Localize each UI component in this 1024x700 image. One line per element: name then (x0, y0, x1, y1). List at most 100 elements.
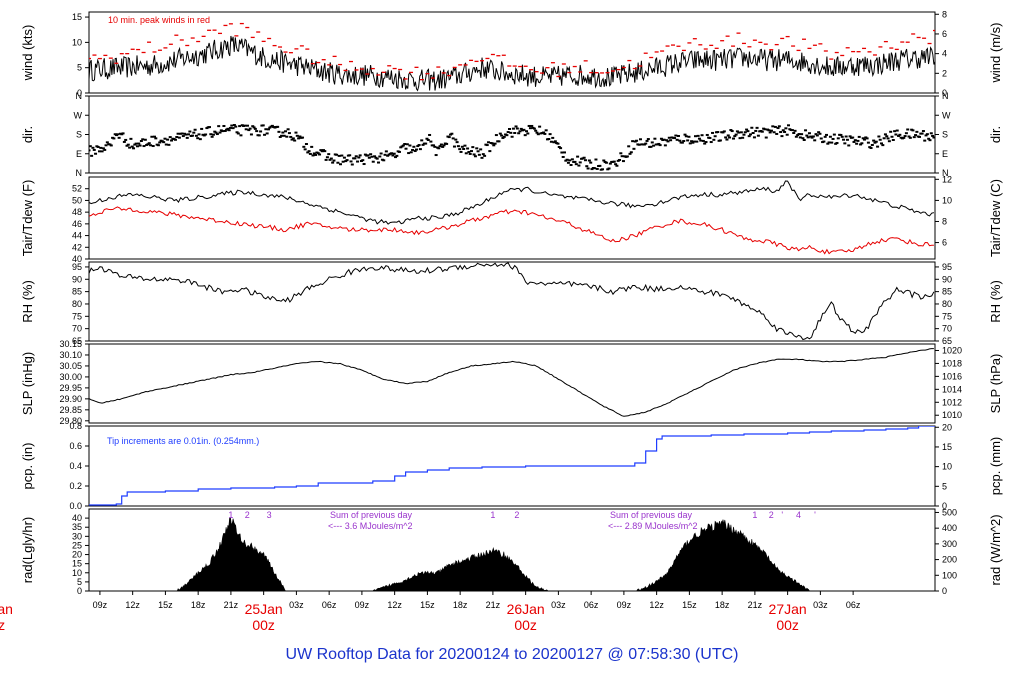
x-tick-label: 21z (224, 600, 239, 610)
slp-line (89, 348, 934, 417)
right-tick-label: 80 (942, 299, 952, 309)
x-tick-label: 03z (289, 600, 304, 610)
x-tick-label: 21z (748, 600, 763, 610)
right-tick-label: 8 (942, 9, 947, 19)
x-tick-label: 03z (551, 600, 566, 610)
right-tick-label: 20 (942, 422, 952, 432)
right-tick-label: 8 (942, 216, 947, 226)
x-tick-label: 12z (649, 600, 664, 610)
right-tick-label: 1016 (942, 371, 962, 381)
left-tick-label: S (76, 130, 82, 140)
x-tick-label: 09z (355, 600, 370, 610)
day-label: Jan (0, 601, 13, 617)
left-axis-label: RH (%) (20, 280, 35, 323)
left-tick-label: 42 (72, 242, 82, 252)
panel-frame (88, 261, 936, 342)
plot-area (89, 426, 935, 506)
right-tick-label: 200 (942, 555, 957, 565)
right-tick-label: 95 (942, 262, 952, 272)
right-tick-label: 1010 (942, 410, 962, 420)
panel-rad: 05101520253035400100200300400500rad(Lgly… (20, 507, 1003, 596)
left-tick-label: 15 (72, 559, 82, 569)
plot-area (89, 262, 935, 341)
left-tick-label: 25 (72, 540, 82, 550)
left-tick-label: 0.4 (69, 461, 82, 471)
day-label: 27Jan (769, 601, 807, 617)
right-tick-label: 75 (942, 311, 952, 321)
left-tick-label: 30.10 (59, 350, 82, 360)
x-tick-label: 18z (715, 600, 730, 610)
rad-sum-label: Sum of previous day (610, 510, 693, 520)
right-tick-label: 6 (942, 29, 947, 39)
left-axis-label: wind (kts) (20, 25, 35, 82)
peak-hour-label: ' (814, 510, 816, 520)
left-tick-label: 30.00 (59, 372, 82, 382)
peak-hour-label: 2 (245, 510, 250, 520)
right-tick-label: 1018 (942, 358, 962, 368)
x-tick-label: 06z (322, 600, 337, 610)
x-axis: 09z 12z 15z 18z 21z 03z 06z 09z 12z 15z 18z 21z 03z 0… (0, 591, 861, 633)
right-tick-label: W (942, 110, 951, 120)
rad-sum-value: <--- 3.6 MJoules/m^2 (328, 521, 413, 531)
wind-line (89, 35, 935, 92)
left-tick-label: 10 (72, 568, 82, 578)
left-axis-label: rad(Lgly/hr) (20, 517, 35, 583)
x-tick-label: 09z (617, 600, 632, 610)
plot-area (89, 123, 935, 171)
radiation-area (634, 519, 810, 591)
left-tick-label: 85 (72, 287, 82, 297)
right-tick-label: 500 (942, 507, 957, 517)
right-axis-label: pcp. (mm) (988, 437, 1003, 496)
left-tick-label: 0.0 (69, 501, 82, 511)
left-tick-label: 46 (72, 219, 82, 229)
right-tick-label: 400 (942, 523, 957, 533)
left-axis-label: dir. (20, 126, 35, 143)
left-tick-label: 29.85 (59, 405, 82, 415)
right-tick-label: 300 (942, 539, 957, 549)
x-tick-label: 15z (420, 600, 435, 610)
plot-area (176, 517, 810, 591)
left-tick-label: 0.2 (69, 481, 82, 491)
left-tick-label: 35 (72, 522, 82, 532)
right-tick-label: 10 (942, 195, 952, 205)
left-tick-label: 0.8 (69, 421, 82, 431)
radiation-area (372, 547, 548, 591)
right-tick-label: 1020 (942, 345, 962, 355)
left-tick-label: 29.90 (59, 394, 82, 404)
radiation-area (176, 517, 286, 591)
left-tick-label: 95 (72, 262, 82, 272)
day-label: 25Jan (245, 601, 283, 617)
left-axis-label: pcp. (in) (20, 443, 35, 490)
left-tick-label: 65 (72, 336, 82, 346)
day-hour-label: z (0, 617, 5, 633)
day-label: 26Jan (507, 601, 545, 617)
right-tick-label: 6 (942, 238, 947, 248)
left-tick-label: 30.05 (59, 361, 82, 371)
right-tick-label: 85 (942, 287, 952, 297)
panel-pcp: 0.0 0.2 0.4 0.6 0.8 0 5 10 15 20 pcp. (in) pcp. (mm… (20, 421, 1003, 511)
right-tick-label: N (942, 168, 949, 178)
left-tick-label: 40 (72, 513, 82, 523)
x-tick-label: 18z (453, 600, 468, 610)
left-tick-label: 80 (72, 299, 82, 309)
x-tick-label: 09z (93, 600, 108, 610)
right-tick-label: 12 (942, 174, 952, 184)
peak-hour-label: 1 (490, 510, 495, 520)
peak-hour-label: 2 (769, 510, 774, 520)
x-tick-label: 18z (191, 600, 206, 610)
right-tick-label: 100 (942, 570, 957, 580)
left-tick-label: 29.95 (59, 383, 82, 393)
panel-rh: 65 70 75 80 85 90 95 65 70 75 80 85 90 95 RH (%) RH (%) (20, 261, 1003, 346)
footer-title: UW Rooftop Data for 20200124 to 20200127… (285, 646, 739, 663)
peak-hour-label: 1 (228, 510, 233, 520)
left-tick-label: 30.15 (59, 339, 82, 349)
right-tick-label: 65 (942, 336, 952, 346)
plot-area (89, 348, 934, 417)
right-axis-label: wind (m/s) (988, 23, 1003, 84)
left-tick-label: 30 (72, 531, 82, 541)
x-tick-label: 15z (158, 600, 173, 610)
left-tick-label: 15 (72, 12, 82, 22)
left-tick-label: 90 (72, 274, 82, 284)
panel-slp: 29.8029.8529.9029.9530.0030.0530.1030.15… (20, 339, 1003, 426)
